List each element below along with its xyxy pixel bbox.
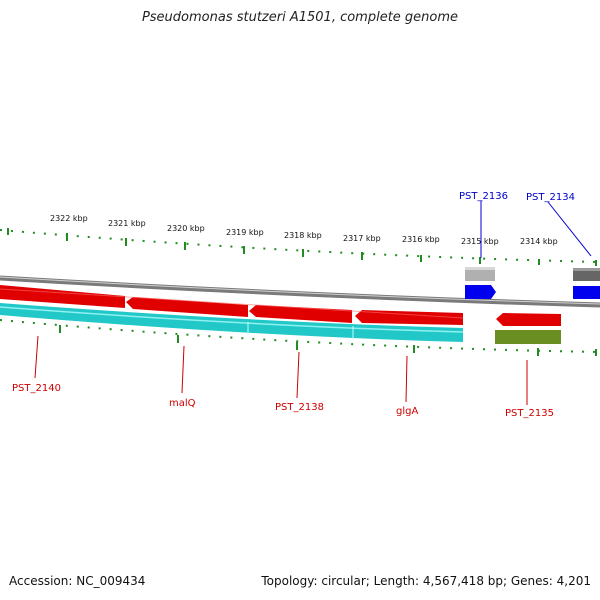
scale-label: 2320 kbp <box>167 224 205 233</box>
accession-text: Accession: NC_009434 <box>9 574 146 588</box>
scale-label: 2314 kbp <box>520 237 558 246</box>
gene-arrow-glgA <box>355 310 463 325</box>
scale-label: 2318 kbp <box>284 231 322 240</box>
genome-summary-text: Topology: circular; Length: 4,567,418 bp… <box>261 574 591 588</box>
scale-label: 2321 kbp <box>108 219 146 228</box>
blue-gene-labels[interactable]: PST_2136 PST_2134 <box>459 191 575 203</box>
label-PST_2140: PST_2140 <box>12 383 61 394</box>
label-glgA: glgA <box>396 406 418 417</box>
label-malQ: malQ <box>169 398 196 409</box>
gene-arrow-malQ <box>126 297 248 317</box>
label-PST_2136: PST_2136 <box>459 191 508 202</box>
lower-ruler <box>0 319 600 356</box>
label-PST_2134: PST_2134 <box>526 192 575 203</box>
grey-feature-dark <box>573 268 600 281</box>
forward-features[interactable] <box>465 267 600 299</box>
cds-band[interactable] <box>0 303 464 342</box>
red-label-leaders <box>34 335 528 405</box>
red-gene-labels[interactable]: PST_2140 malQ PST_2138 glgA PST_2135 <box>12 383 554 419</box>
blue-label-leaders <box>480 201 592 258</box>
scale-label: 2322 kbp <box>50 214 88 223</box>
grey-feature <box>465 267 495 281</box>
scale-ticks <box>7 228 597 266</box>
scale-label: 2317 kbp <box>343 234 381 243</box>
gene-arrow-PST_2135 <box>496 313 561 326</box>
scale-label: 2319 kbp <box>226 228 264 237</box>
red-gene-arrows[interactable] <box>0 285 561 326</box>
olive-feature[interactable] <box>495 330 561 344</box>
genome-backbone <box>0 275 600 308</box>
scale-label: 2316 kbp <box>402 235 440 244</box>
scale-label: 2315 kbp <box>461 237 499 246</box>
label-PST_2135: PST_2135 <box>505 408 554 419</box>
label-PST_2138: PST_2138 <box>275 402 324 413</box>
scale-labels: 2322 kbp 2321 kbp 2320 kbp 2319 kbp 2318… <box>50 214 558 246</box>
blue-feature <box>465 285 496 299</box>
map-title: Pseudomonas stutzeri A1501, complete gen… <box>141 10 459 25</box>
blue-feature-2 <box>573 286 600 299</box>
